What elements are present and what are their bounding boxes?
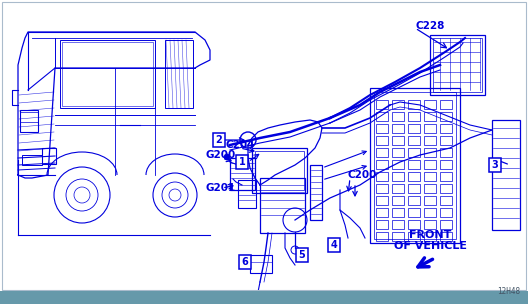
Bar [424, 184, 436, 193]
Bar [370, 88, 460, 243]
Bar [408, 220, 420, 229]
Text: 12H48: 12H48 [497, 287, 520, 296]
Bar [230, 158, 255, 190]
Bar [408, 136, 420, 145]
Bar [376, 172, 388, 181]
Bar [424, 124, 436, 133]
Bar [433, 38, 482, 92]
Bar [392, 136, 404, 145]
Bar [20, 110, 38, 132]
Bar [392, 208, 404, 217]
Bar [376, 232, 388, 241]
Bar [392, 172, 404, 181]
Bar [440, 196, 452, 205]
Bar [252, 148, 307, 193]
Bar [408, 184, 420, 193]
Bar [408, 100, 420, 109]
Bar [440, 112, 452, 121]
Bar [440, 100, 452, 109]
Bar [392, 220, 404, 229]
Text: FRONT: FRONT [409, 230, 451, 240]
Bar [392, 160, 404, 169]
Bar [440, 124, 452, 133]
Bar [424, 100, 436, 109]
Bar [408, 148, 420, 157]
Bar [440, 208, 452, 217]
Bar [408, 196, 420, 205]
Bar [0, 291, 528, 304]
Bar [408, 124, 420, 133]
Bar [408, 160, 420, 169]
Bar [430, 35, 485, 95]
Bar [376, 100, 388, 109]
Bar [60, 40, 155, 108]
Bar [392, 196, 404, 205]
Bar [392, 232, 404, 241]
Bar [424, 112, 436, 121]
Bar [424, 148, 436, 157]
Bar [440, 172, 452, 181]
Text: G200: G200 [205, 150, 235, 160]
Bar [424, 208, 436, 217]
Text: OF VEHICLE: OF VEHICLE [393, 241, 467, 251]
Bar [440, 136, 452, 145]
Bar [408, 232, 420, 241]
Text: 4: 4 [331, 240, 337, 250]
Bar [260, 178, 305, 233]
Bar [376, 112, 388, 121]
Bar [424, 172, 436, 181]
Bar [440, 232, 452, 241]
Text: G201: G201 [205, 183, 235, 193]
Text: 5: 5 [299, 250, 305, 260]
Bar [250, 255, 272, 273]
Bar [165, 40, 193, 108]
Bar [42, 148, 56, 164]
Bar [392, 148, 404, 157]
Bar [392, 112, 404, 121]
Text: C200: C200 [348, 170, 378, 180]
Bar [376, 208, 388, 217]
Bar [376, 136, 388, 145]
Bar [392, 124, 404, 133]
Text: 6: 6 [242, 257, 248, 267]
Bar [424, 220, 436, 229]
Text: 2: 2 [215, 135, 222, 145]
Bar [376, 124, 388, 133]
Bar [424, 136, 436, 145]
Circle shape [224, 154, 230, 160]
Bar [492, 120, 520, 230]
Bar [440, 184, 452, 193]
Bar [408, 208, 420, 217]
Bar [440, 160, 452, 169]
Bar [392, 100, 404, 109]
Bar [376, 220, 388, 229]
Bar [408, 172, 420, 181]
Bar [392, 184, 404, 193]
Bar [20, 112, 38, 122]
Bar [255, 151, 304, 190]
Bar [310, 165, 322, 220]
Bar [376, 160, 388, 169]
Text: C204: C204 [225, 140, 254, 150]
Bar [408, 112, 420, 121]
Bar [424, 196, 436, 205]
Bar [22, 155, 42, 165]
Bar [376, 184, 388, 193]
Bar [376, 148, 388, 157]
Text: 3: 3 [492, 160, 498, 170]
Bar [424, 160, 436, 169]
Text: 1: 1 [239, 157, 246, 167]
Text: C228: C228 [416, 21, 446, 31]
Bar [424, 232, 436, 241]
Bar [62, 42, 153, 106]
Bar [238, 180, 256, 208]
Bar [440, 220, 452, 229]
Bar [440, 148, 452, 157]
Bar [374, 92, 456, 239]
Bar [376, 196, 388, 205]
